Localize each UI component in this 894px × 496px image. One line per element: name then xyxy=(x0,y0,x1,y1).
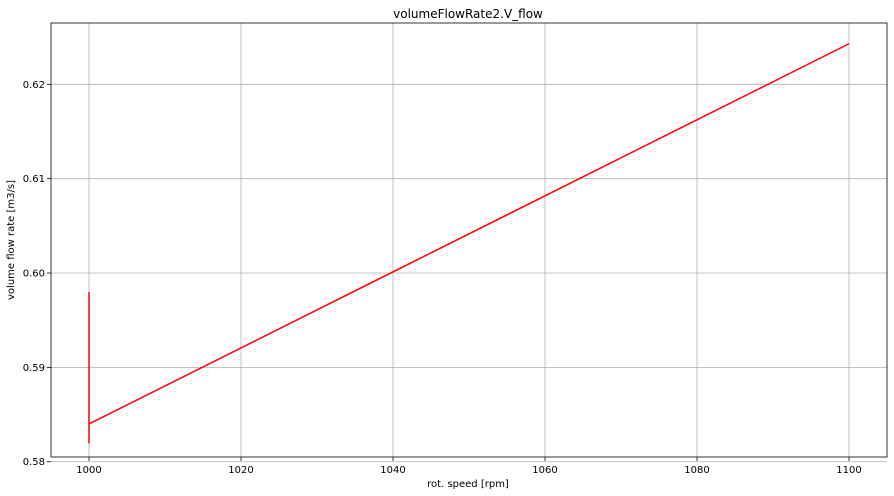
x-axis-label: rot. speed [rpm] xyxy=(427,479,509,490)
x-tick-label: 1080 xyxy=(684,465,709,476)
x-tick-label: 1000 xyxy=(76,465,101,476)
y-tick-label: 0.61 xyxy=(23,174,45,185)
y-tick-label: 0.60 xyxy=(23,269,45,280)
y-tick-label: 0.62 xyxy=(23,80,45,91)
tick-layer: 1000 1020 1040 1060 1080 1100 0.58 0.59 0.60 0.61… xyxy=(23,80,862,476)
plot-area xyxy=(50,22,888,458)
series-line xyxy=(88,43,850,444)
x-tick-label: 1020 xyxy=(228,465,253,476)
series-layer xyxy=(88,43,850,444)
x-tick-label: 1040 xyxy=(380,465,405,476)
chart-title: volumeFlowRate2.V_flow xyxy=(393,7,543,21)
grid-layer xyxy=(51,23,887,463)
y-tick-label: 0.58 xyxy=(23,457,45,468)
x-tick-label: 1060 xyxy=(532,465,557,476)
y-axis-label: volume flow rate [m3/s] xyxy=(6,180,17,300)
y-tick-label: 0.59 xyxy=(23,363,45,374)
x-tick-label: 1100 xyxy=(836,465,861,476)
